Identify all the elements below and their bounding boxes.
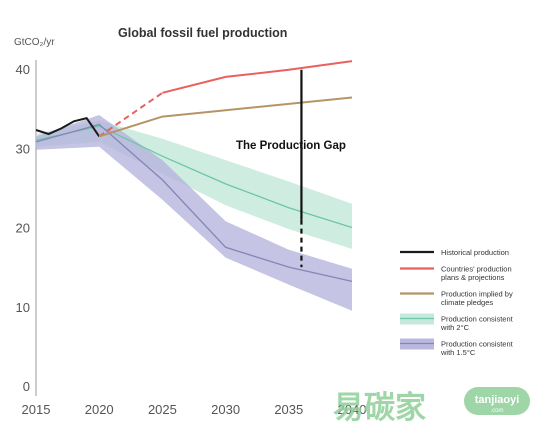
y-tick-label: 20 <box>16 221 30 236</box>
x-tick-label: 2015 <box>22 402 51 417</box>
production-gap-label: The Production Gap <box>236 140 346 152</box>
x-tick-label: 2035 <box>274 402 303 417</box>
legend-label: Production consistent with 1.5°C <box>440 340 514 358</box>
legend-label: Production implied by climate pledges <box>441 290 513 308</box>
series-line <box>162 60 353 94</box>
y-tick-label: 0 <box>23 379 30 394</box>
x-tick-label: 2020 <box>85 402 114 417</box>
x-tick-label: 2030 <box>211 402 240 417</box>
legend-label: Production consistent with 2°C <box>440 315 514 333</box>
x-tick-label: 2025 <box>148 402 177 417</box>
x-tick-label: 2040 <box>338 402 367 417</box>
legend-label: Historical production <box>441 248 509 257</box>
y-axis-label: GtCO₂/yr <box>14 37 55 48</box>
watermark-text: 易碳家 <box>333 390 426 426</box>
series-line <box>35 116 101 137</box>
y-tick-label: 10 <box>16 300 30 315</box>
series-line <box>98 96 353 138</box>
watermark-badge-domain: .com <box>490 408 503 414</box>
series-line <box>35 125 353 229</box>
watermark: 易碳家 tanjiaoyi .com <box>333 387 530 426</box>
legend-label: Countries' production plans & projections <box>441 265 512 283</box>
y-tick-label: 40 <box>16 62 30 77</box>
chart-title: Global fossil fuel production <box>118 26 287 40</box>
series-line <box>35 123 353 283</box>
y-tick-label: 30 <box>16 141 30 156</box>
watermark-badge <box>464 387 530 415</box>
watermark-badge-text: tanjiaoyi <box>475 394 520 406</box>
series-band <box>36 120 352 249</box>
series-line-dashed <box>98 91 163 138</box>
